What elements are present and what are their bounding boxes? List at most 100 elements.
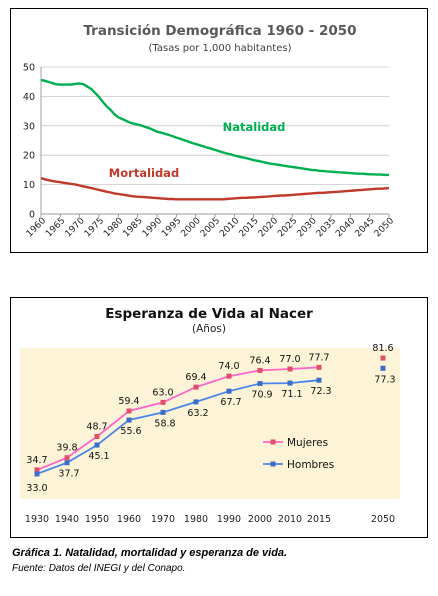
- data-point-mujeres: [94, 433, 100, 439]
- data-point-mujeres: [160, 399, 166, 405]
- data-label-mujeres: 63.0: [152, 387, 173, 398]
- series-label-mortalidad: Mortalidad: [109, 166, 179, 180]
- x-tick-label: 2045: [354, 216, 377, 239]
- y-tick-label: 20: [23, 151, 35, 162]
- data-label-hombres: 55.6: [120, 426, 141, 437]
- x-tick-label: 1965: [44, 216, 67, 239]
- data-label-mujeres: 76.4: [249, 355, 270, 366]
- data-label-mujeres: 77.0: [279, 354, 300, 365]
- data-label-mujeres: 81.6: [372, 343, 393, 354]
- data-label-mujeres: 69.4: [185, 372, 206, 383]
- data-point-mujeres: [193, 384, 199, 390]
- data-label-mujeres: 39.8: [56, 443, 77, 454]
- data-point-mujeres: [287, 366, 293, 372]
- data-label-mujeres: 59.4: [118, 396, 139, 407]
- data-point-mujeres: [226, 373, 232, 379]
- legend-marker-hombres: [270, 461, 276, 467]
- data-point-hombres: [94, 442, 100, 448]
- data-label-hombres: 67.7: [220, 397, 241, 408]
- data-label-mujeres: 34.7: [26, 455, 47, 466]
- life-expectancy-svg: Esperanza de Vida al Nacer(Años) 1930 1940…: [20, 306, 400, 525]
- x-tick-label: 1995: [160, 216, 183, 239]
- data-point-mujeres: [64, 455, 70, 461]
- data-point-hombres: [287, 380, 293, 386]
- data-label-hombres: 58.8: [154, 418, 175, 429]
- x-tick-label: 2000: [180, 216, 203, 239]
- figure-caption-source: Fuente: Datos del INEGI y del Conapo.: [12, 563, 186, 574]
- data-point-hombres: [257, 381, 263, 387]
- chart-title: Transición Demográfica 1960 - 2050: [83, 23, 356, 39]
- data-point-hombres: [34, 471, 40, 477]
- x-tick-label: 1940: [55, 514, 79, 525]
- figure-caption-title: Gráfica 1. Natalidad, mortalidad y esper…: [12, 547, 288, 559]
- x-tick-label: 1975: [83, 216, 106, 239]
- x-tick-label: 2050: [371, 514, 395, 525]
- x-tick-label: 1930: [25, 514, 49, 525]
- demographic-transition-chart: Transición Demográfica 1960 - 2050 (Tasas…: [10, 8, 428, 253]
- data-point-hombres: [64, 460, 70, 466]
- x-tick-label: 2010: [218, 216, 241, 239]
- data-point-hombres: [380, 365, 386, 371]
- x-tick-label: 1980: [184, 514, 208, 525]
- y-tick-label: 0: [29, 210, 35, 221]
- x-tick-label: 2040: [334, 216, 357, 239]
- x-tick-label: 2020: [257, 216, 280, 239]
- series-line-mortalidad: [40, 176, 390, 201]
- chart-subtitle: (Años): [192, 323, 226, 335]
- data-label-hombres: 37.7: [58, 469, 79, 480]
- data-point-hombres: [193, 399, 199, 405]
- data-label-hombres: 33.0: [26, 483, 47, 494]
- x-tick-label: 2050: [373, 216, 396, 239]
- life-expectancy-chart: Esperanza de Vida al Nacer (Años) 1930 1940…: [10, 297, 428, 538]
- x-tick-label: 2025: [276, 216, 299, 239]
- series-line-mujeres: [36, 366, 320, 471]
- x-tick-label: 1985: [122, 216, 145, 239]
- data-label-mujeres: 48.7: [86, 421, 107, 432]
- series-line-natalidad: [40, 78, 389, 177]
- data-label-hombres: 45.1: [88, 451, 109, 462]
- x-tick-label: 1950: [85, 514, 109, 525]
- x-tick-label: 2030: [296, 216, 319, 239]
- x-tick-label: 1970: [64, 216, 87, 239]
- x-tick-label: 2010: [278, 514, 302, 525]
- chart-subtitle: (Tasas por 1,000 habitantes): [149, 43, 292, 54]
- data-point-hombres: [226, 388, 232, 394]
- x-tick-label: 2015: [307, 514, 331, 525]
- y-tick-label: 10: [23, 180, 35, 191]
- x-tick-label: 2015: [238, 216, 261, 239]
- data-point-mujeres: [34, 467, 40, 473]
- data-point-hombres: [316, 377, 322, 383]
- data-point-mujeres: [257, 367, 263, 373]
- legend-label-hombres: Hombres: [287, 459, 334, 471]
- y-tick-label: 40: [23, 92, 35, 103]
- data-label-hombres: 63.2: [187, 408, 208, 419]
- plot-area: [20, 348, 400, 499]
- data-point-mujeres: [380, 355, 386, 361]
- legend-label-mujeres: Mujeres: [287, 437, 328, 449]
- series-line-hombres: [36, 379, 320, 475]
- x-tick-label: 1960: [117, 514, 141, 525]
- data-point-hombres: [126, 417, 132, 423]
- chart-title: Esperanza de Vida al Nacer: [105, 306, 313, 322]
- data-label-hombres: 70.9: [251, 390, 272, 401]
- x-tick-label: 1970: [151, 514, 175, 525]
- data-point-mujeres: [126, 408, 132, 414]
- data-point-mujeres: [316, 364, 322, 370]
- series-label-natalidad: Natalidad: [223, 120, 286, 134]
- data-label-hombres: 71.1: [281, 389, 302, 400]
- data-label-hombres: 72.3: [310, 386, 331, 397]
- data-point-hombres: [160, 409, 166, 415]
- data-label-mujeres: 74.0: [218, 361, 239, 372]
- legend-marker-mujeres: [270, 439, 276, 445]
- demographic-transition-svg: Transición Demográfica 1960 - 2050 (Tasas…: [23, 23, 396, 239]
- data-label-mujeres: 77.7: [308, 352, 329, 363]
- x-tick-label: 1980: [102, 216, 125, 239]
- y-tick-label: 50: [23, 63, 35, 74]
- x-tick-label: 2005: [199, 216, 222, 239]
- x-tick-label: 1990: [141, 216, 164, 239]
- y-tick-label: 30: [23, 121, 35, 132]
- x-tick-label: 2035: [315, 216, 338, 239]
- x-tick-label: 1990: [217, 514, 241, 525]
- x-tick-label: 2000: [248, 514, 272, 525]
- data-label-hombres: 77.3: [374, 374, 395, 385]
